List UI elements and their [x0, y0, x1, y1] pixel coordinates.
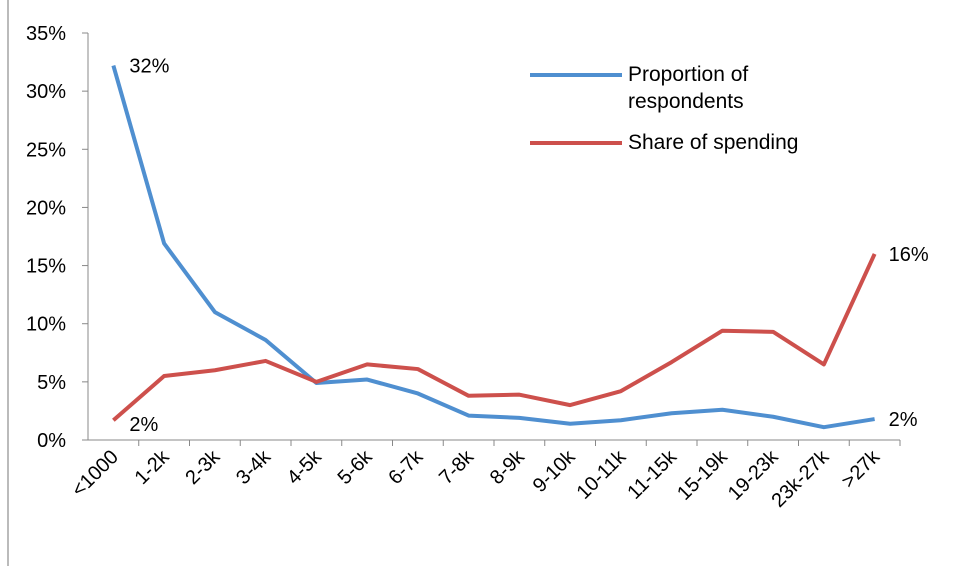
y-tick-label: 10% — [26, 314, 66, 336]
legend-label: Share of spending — [628, 131, 799, 154]
data-label: 16% — [889, 244, 929, 266]
y-tick-label: 20% — [26, 197, 66, 219]
x-tick-label: 3-4k — [232, 445, 276, 489]
x-tick-label: 2-3k — [181, 445, 225, 489]
x-tick-label: 11-15k — [623, 445, 681, 503]
x-tick-label: 15-19k — [673, 445, 733, 505]
x-tick-label: 23k-27k — [768, 445, 835, 512]
x-tick-label: >27k — [838, 445, 885, 492]
series-line — [112, 253, 877, 422]
data-label: 32% — [129, 56, 169, 78]
data-label: 2% — [889, 409, 918, 431]
x-tick-label: <1000 — [68, 446, 123, 501]
y-tick-label: 30% — [26, 81, 66, 103]
x-tick-label: 4-5k — [283, 445, 327, 489]
series-line — [111, 65, 875, 430]
data-label: 2% — [129, 414, 158, 436]
y-tick-label: 25% — [26, 139, 66, 161]
legend-label: Proportion of respondents — [628, 63, 749, 113]
x-tick-label: 10-11k — [573, 445, 631, 503]
y-tick-label: 5% — [37, 372, 66, 394]
y-tick-label: 0% — [37, 430, 66, 452]
x-tick-label: 6-7k — [384, 445, 428, 489]
y-tick-label: 15% — [26, 256, 66, 278]
x-tick-label: 7-8k — [435, 445, 479, 489]
x-tick-label: 8-9k — [486, 445, 530, 489]
y-tick-label: 35% — [26, 23, 66, 45]
x-tick-label: 1-2k — [131, 445, 175, 489]
x-tick-label: 5-6k — [334, 445, 378, 489]
